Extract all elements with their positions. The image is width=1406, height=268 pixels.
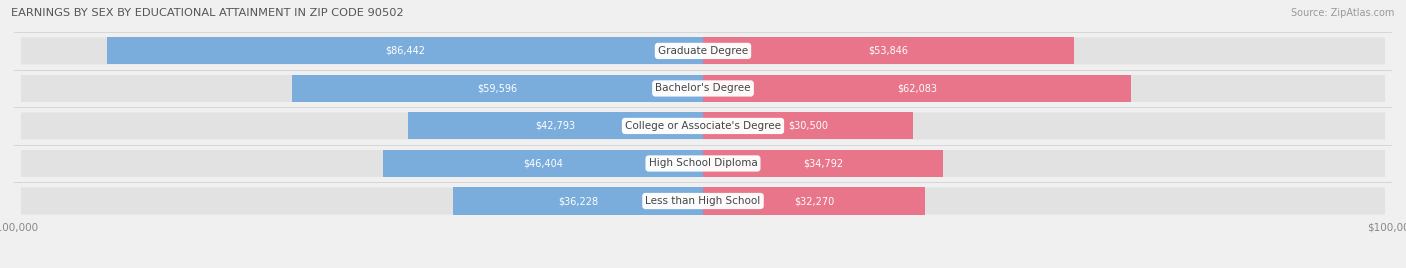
Bar [703, 150, 942, 177]
Text: College or Associate's Degree: College or Associate's Degree [626, 121, 780, 131]
Text: $32,270: $32,270 [794, 196, 834, 206]
Text: Graduate Degree: Graduate Degree [658, 46, 748, 56]
FancyBboxPatch shape [21, 113, 1385, 139]
FancyBboxPatch shape [21, 150, 1385, 177]
FancyBboxPatch shape [21, 38, 1385, 64]
FancyBboxPatch shape [21, 188, 1385, 214]
Bar [703, 113, 912, 139]
Text: $30,500: $30,500 [789, 121, 828, 131]
Bar [703, 38, 1074, 64]
Bar [453, 188, 703, 214]
Bar [107, 38, 703, 64]
Text: $34,792: $34,792 [803, 158, 844, 169]
Text: $53,846: $53,846 [869, 46, 908, 56]
Text: $62,083: $62,083 [897, 83, 936, 94]
Text: $36,228: $36,228 [558, 196, 599, 206]
Text: Less than High School: Less than High School [645, 196, 761, 206]
Text: EARNINGS BY SEX BY EDUCATIONAL ATTAINMENT IN ZIP CODE 90502: EARNINGS BY SEX BY EDUCATIONAL ATTAINMEN… [11, 8, 404, 18]
Text: Source: ZipAtlas.com: Source: ZipAtlas.com [1291, 8, 1395, 18]
Text: $46,404: $46,404 [523, 158, 562, 169]
Text: High School Diploma: High School Diploma [648, 158, 758, 169]
Text: Bachelor's Degree: Bachelor's Degree [655, 83, 751, 94]
Text: $42,793: $42,793 [536, 121, 575, 131]
Bar [703, 75, 1130, 102]
FancyBboxPatch shape [21, 75, 1385, 102]
Text: $86,442: $86,442 [385, 46, 425, 56]
Bar [408, 113, 703, 139]
Text: $59,596: $59,596 [478, 83, 517, 94]
Bar [292, 75, 703, 102]
Bar [384, 150, 703, 177]
Bar [703, 188, 925, 214]
